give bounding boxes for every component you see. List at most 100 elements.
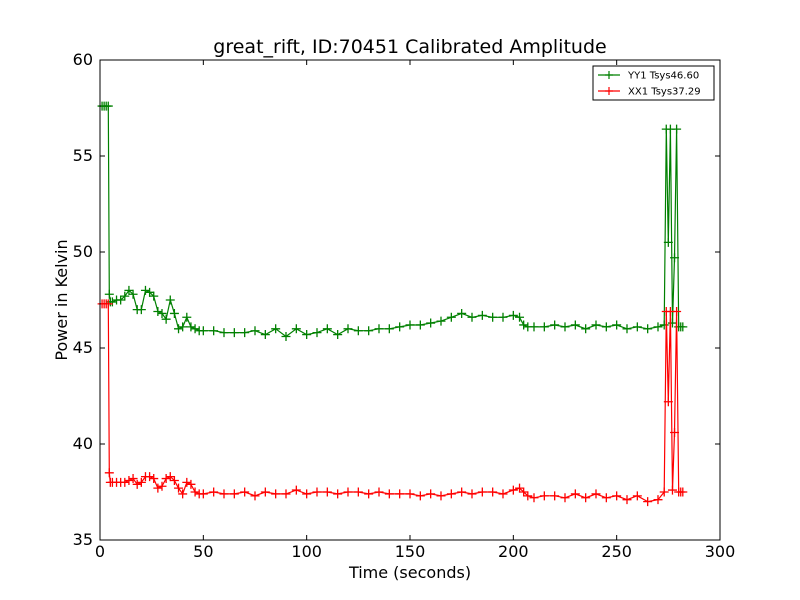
data-point — [198, 326, 208, 336]
data-point — [570, 320, 580, 330]
legend-label: XX1 Tsys37.29 — [628, 87, 701, 98]
data-point — [250, 491, 260, 501]
data-point — [124, 475, 134, 485]
data-point — [178, 322, 188, 332]
data-point — [678, 322, 688, 332]
data-point — [622, 324, 632, 334]
data-point — [124, 285, 134, 295]
data-point — [622, 495, 632, 505]
data-point — [260, 330, 270, 340]
data-point — [384, 324, 394, 334]
x-tick-label: 200 — [498, 542, 529, 561]
data-point — [395, 322, 405, 332]
data-point — [446, 489, 456, 499]
data-point — [353, 487, 363, 497]
data-point — [643, 497, 653, 507]
x-tick-label: 0 — [95, 542, 105, 561]
data-point — [209, 487, 219, 497]
data-point — [570, 489, 580, 499]
data-point — [601, 493, 611, 503]
data-point — [229, 489, 239, 499]
data-point — [667, 485, 677, 495]
data-point — [343, 324, 353, 334]
data-point — [405, 489, 415, 499]
legend-item: XX1 Tsys37.29 — [598, 87, 701, 98]
data-point — [136, 305, 146, 315]
data-point — [508, 310, 518, 320]
data-point — [632, 322, 642, 332]
data-point — [601, 322, 611, 332]
data-point — [302, 330, 312, 340]
axes-layer: 0 50 100 150 200 250 300 35 40 45 50 55 60 — [73, 50, 736, 561]
data-point — [353, 326, 363, 336]
data-point — [591, 489, 601, 499]
x-tick-label: 300 — [705, 542, 736, 561]
data-point — [157, 481, 167, 491]
y-tick-label: 55 — [73, 146, 93, 165]
data-point — [169, 475, 179, 485]
data-point — [145, 287, 155, 297]
data-point — [174, 483, 184, 493]
data-point — [186, 322, 196, 332]
data-point — [161, 314, 171, 324]
data-point — [260, 487, 270, 497]
data-point — [457, 487, 467, 497]
data-point — [333, 330, 343, 340]
data-point — [302, 489, 312, 499]
data-point — [169, 308, 179, 318]
data-point — [104, 468, 114, 478]
data-point — [643, 324, 653, 334]
data-point — [186, 479, 196, 489]
data-point — [312, 487, 322, 497]
data-point — [182, 312, 192, 322]
data-point — [581, 493, 591, 503]
data-point — [149, 474, 159, 484]
data-point — [128, 474, 138, 484]
data-point — [198, 489, 208, 499]
data-point — [209, 326, 219, 336]
data-point — [488, 487, 498, 497]
x-axis-title: Time (seconds) — [348, 563, 471, 582]
data-point — [612, 320, 622, 330]
data-point — [322, 487, 332, 497]
data-point — [539, 322, 549, 332]
data-point — [291, 324, 301, 334]
data-point — [174, 324, 184, 334]
data-point — [672, 124, 682, 134]
data-point — [333, 489, 343, 499]
y-tick-label: 35 — [73, 530, 93, 549]
data-point — [539, 491, 549, 501]
plot-background — [100, 60, 720, 540]
data-point — [343, 487, 353, 497]
data-point — [560, 322, 570, 332]
plot-area — [100, 60, 720, 540]
data-point — [219, 489, 229, 499]
chart-title: great_rift, ID:70451 Calibrated Amplitud… — [213, 36, 606, 58]
data-point — [653, 495, 663, 505]
data-point — [663, 237, 673, 247]
data-point — [678, 487, 688, 497]
data-point — [312, 328, 322, 338]
data-point — [157, 308, 167, 318]
legend-swatch-marker — [605, 87, 613, 95]
series-layer — [97, 101, 688, 507]
data-point — [190, 487, 200, 497]
data-point — [515, 312, 525, 322]
data-point — [529, 322, 539, 332]
data-point — [104, 289, 114, 299]
data-point — [120, 291, 130, 301]
data-point — [508, 485, 518, 495]
data-point — [653, 322, 663, 332]
data-point — [165, 472, 175, 482]
data-point — [395, 489, 405, 499]
data-point — [153, 307, 163, 317]
data-point — [281, 489, 291, 499]
data-point — [446, 312, 456, 322]
data-point — [550, 491, 560, 501]
series-1 — [97, 101, 688, 341]
data-point — [240, 328, 250, 338]
data-point — [659, 320, 669, 330]
data-point — [529, 493, 539, 503]
data-point — [436, 316, 446, 326]
x-tick-label: 100 — [291, 542, 322, 561]
